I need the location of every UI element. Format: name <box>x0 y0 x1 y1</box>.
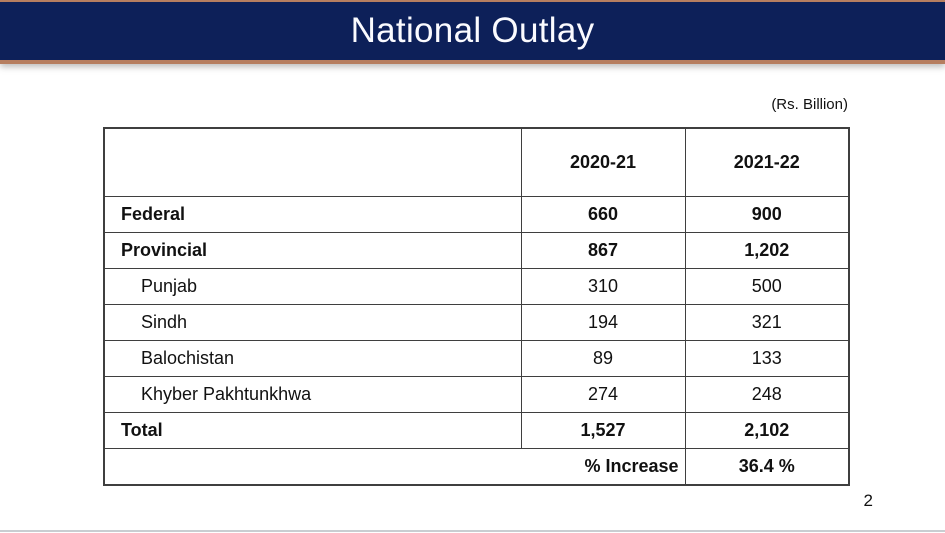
national-outlay-table: 2020-21 2021-22 Federal 660 900 Provinci… <box>103 127 850 486</box>
value-2021-22: 1,202 <box>684 232 850 269</box>
value-2020-21: 310 <box>520 268 686 305</box>
value-2021-22: 321 <box>684 304 850 341</box>
percent-increase-value: 36.4 % <box>684 448 850 486</box>
value-2020-21: 274 <box>520 376 686 413</box>
value-2021-22: 248 <box>684 376 850 413</box>
value-2020-21: 867 <box>520 232 686 269</box>
table-header-row: 2020-21 2021-22 <box>103 127 850 197</box>
row-label: Balochistan <box>103 340 522 377</box>
column-header-2020-21: 2020-21 <box>520 127 686 197</box>
value-2021-22: 133 <box>684 340 850 377</box>
column-header-blank <box>103 127 522 197</box>
row-federal: Federal 660 900 <box>103 196 850 233</box>
row-label: Sindh <box>103 304 522 341</box>
value-2020-21: 194 <box>520 304 686 341</box>
page-number: 2 <box>863 491 873 510</box>
row-label: Khyber Pakhtunkhwa <box>103 376 522 413</box>
value-2020-21: 1,527 <box>520 412 686 449</box>
row-provincial: Provincial 867 1,202 <box>103 232 850 269</box>
row-label: Punjab <box>103 268 522 305</box>
column-header-2021-22: 2021-22 <box>684 127 850 197</box>
value-2021-22: 900 <box>684 196 850 233</box>
row-balochistan: Balochistan 89 133 <box>103 340 850 377</box>
value-2021-22: 2,102 <box>684 412 850 449</box>
title-bar: National Outlay <box>0 0 945 64</box>
value-2020-21: 89 <box>520 340 686 377</box>
value-2021-22: 500 <box>684 268 850 305</box>
row-total: Total 1,527 2,102 <box>103 412 850 449</box>
row-percent-increase: % Increase 36.4 % <box>103 448 850 486</box>
row-sindh: Sindh 194 321 <box>103 304 850 341</box>
row-punjab: Punjab 310 500 <box>103 268 850 305</box>
row-label: Provincial <box>103 232 522 269</box>
value-2020-21: 660 <box>520 196 686 233</box>
page-title: National Outlay <box>350 11 595 50</box>
row-label: Total <box>103 412 522 449</box>
unit-label: (Rs. Billion) <box>771 96 848 113</box>
row-label: Federal <box>103 196 522 233</box>
percent-increase-label: % Increase <box>103 448 686 486</box>
row-khyber-pakhtunkhwa: Khyber Pakhtunkhwa 274 248 <box>103 376 850 413</box>
bottom-divider <box>0 530 945 532</box>
